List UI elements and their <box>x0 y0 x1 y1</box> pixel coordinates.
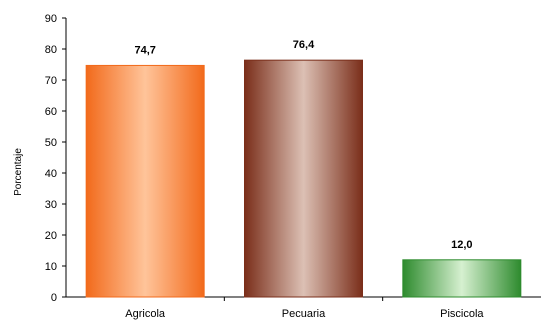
x-tick-label-agricola: Agricola <box>125 308 166 320</box>
y-tick-label: 80 <box>45 44 57 56</box>
y-tick-label: 40 <box>45 168 57 180</box>
y-tick-label: 90 <box>45 13 57 25</box>
y-tick-label: 50 <box>45 137 57 149</box>
y-tick-label: 10 <box>45 261 57 273</box>
x-tick-label-pecuaria: Pecuaria <box>282 308 326 320</box>
bar-agricola <box>85 64 205 298</box>
y-axis: 0 10 20 30 40 50 60 70 80 90 <box>45 13 67 304</box>
data-labels: 74,7 76,4 12,0 <box>134 39 472 251</box>
y-tick-label: 30 <box>45 199 57 211</box>
bars <box>85 59 522 298</box>
x-axis: Agricola Pecuaria Piscicola <box>66 296 541 320</box>
x-tick-label-piscicola: Piscicola <box>440 308 484 320</box>
y-tick-label: 0 <box>51 292 57 304</box>
bar-pecuaria <box>244 59 363 298</box>
bar-piscicola <box>402 259 522 298</box>
data-label-pecuaria: 76,4 <box>293 39 315 51</box>
data-label-piscicola: 12,0 <box>451 239 472 251</box>
y-axis-title: Porcentaje <box>13 148 24 196</box>
y-tick-label: 70 <box>45 75 57 87</box>
y-tick-label: 20 <box>45 230 57 242</box>
y-tick-label: 60 <box>45 106 57 118</box>
data-label-agricola: 74,7 <box>134 44 155 56</box>
